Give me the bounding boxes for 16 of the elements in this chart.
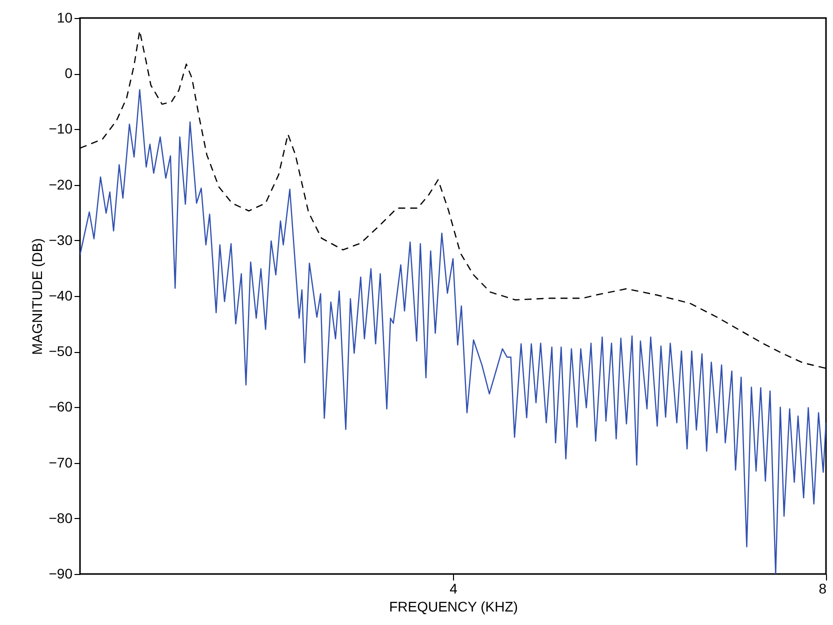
line-series [80,89,826,574]
x-tick-label: 4 [450,580,458,596]
y-tick-label: −50 [48,343,73,360]
y-tick-label: −10 [48,120,73,137]
y-tick-label: −60 [48,398,73,415]
y-tick-label: −40 [48,288,73,304]
y-tick-label: −70 [48,454,73,470]
y-axis-title: MAGNITUDE (DB) [28,238,45,355]
y-tick-label: −90 [48,566,73,582]
y-tick-label: −80 [48,510,73,526]
y-tick-label: 10 [56,10,73,26]
y-tick-label: −30 [48,232,73,248]
x-tick-label: 8 [818,580,827,596]
y-tick-label: 0 [64,65,73,82]
y-tick-label: −20 [48,176,73,192]
x-axis-title: FREQUENCY (KHZ) [389,598,518,614]
